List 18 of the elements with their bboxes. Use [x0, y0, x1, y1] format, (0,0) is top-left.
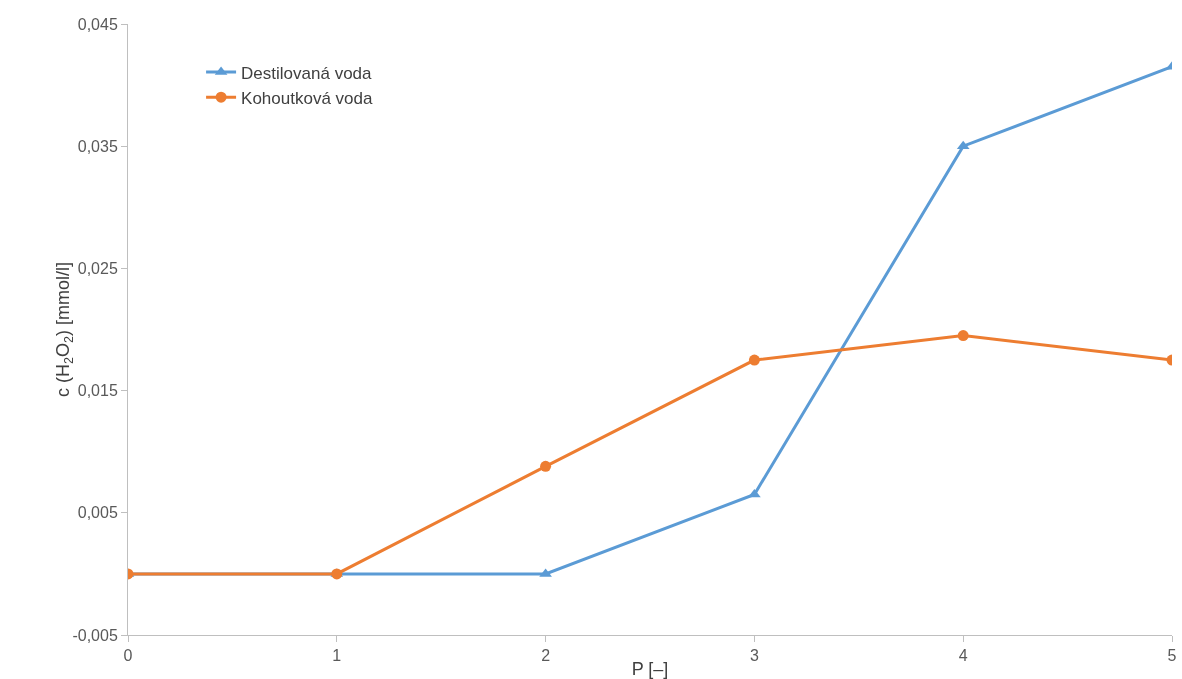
- y-tick-label: -0,005: [72, 626, 118, 644]
- point: [540, 460, 552, 472]
- x-tick-label: 4: [958, 647, 968, 665]
- legend-label: Kohoutková voda: [241, 88, 373, 108]
- legend-label: Destilovaná voda: [241, 63, 373, 83]
- y-tick-label: 0,045: [77, 15, 118, 33]
- point: [748, 354, 760, 366]
- point: [957, 330, 969, 342]
- y-tick-label: 0,015: [77, 382, 118, 400]
- x-tick-label: 3: [749, 647, 759, 665]
- x-axis-title: P [–]: [631, 659, 669, 679]
- x-tick-label: 1: [332, 647, 342, 665]
- y-tick-label: 0,035: [77, 137, 118, 155]
- y-tick-label: 0,005: [77, 504, 118, 522]
- x-tick-label: 5: [1167, 647, 1177, 665]
- x-tick-label: 2: [541, 647, 551, 665]
- y-tick-label: 0,025: [77, 260, 118, 277]
- x-tick-label: 0: [123, 647, 133, 665]
